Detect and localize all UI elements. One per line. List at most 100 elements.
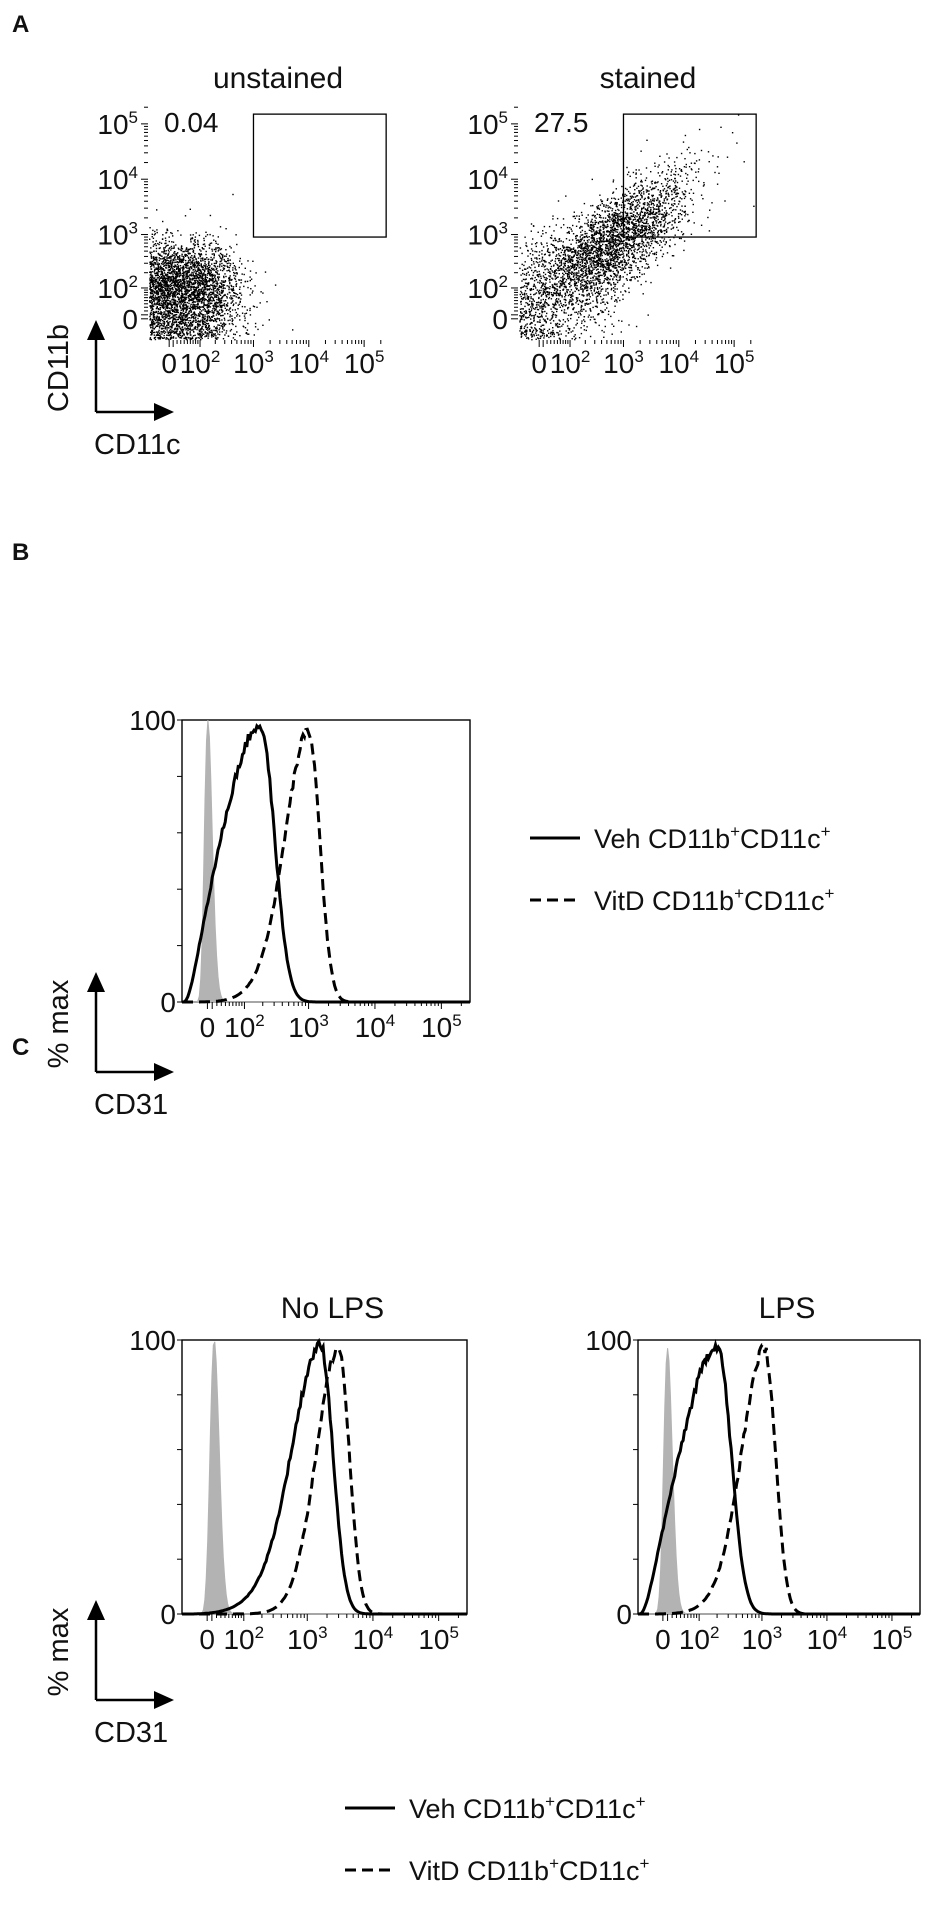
scatter-point — [593, 230, 595, 232]
scatter-point — [203, 291, 205, 293]
scatter-point — [566, 270, 568, 272]
scatter-point — [220, 287, 223, 289]
scatter-point — [670, 228, 672, 230]
scatter-point — [608, 238, 611, 241]
scatter-point — [239, 257, 241, 260]
scatter-point — [215, 242, 217, 244]
scatter-point — [249, 314, 252, 316]
scatter-point — [554, 260, 556, 262]
scatter-point — [630, 238, 633, 241]
scatter-point — [197, 268, 199, 270]
scatter-point — [170, 332, 172, 334]
y-tick-label: 0 — [122, 304, 138, 335]
scatter-point — [609, 202, 612, 204]
scatter-point — [521, 298, 523, 300]
scatter-point — [186, 263, 188, 265]
scatter-point — [614, 285, 616, 287]
scatter-point — [233, 291, 235, 294]
scatter-point — [155, 304, 157, 306]
scatter-point — [180, 281, 182, 283]
scatter-point — [219, 319, 221, 322]
scatter-point — [149, 262, 152, 264]
scatter-point — [162, 322, 164, 324]
scatter-point — [206, 234, 209, 236]
scatter-point — [160, 311, 162, 313]
scatter-point — [165, 274, 168, 276]
scatter-point — [215, 319, 217, 322]
scatter-point — [649, 217, 651, 219]
scatter-point — [187, 261, 189, 264]
scatter-point — [228, 279, 230, 281]
scatter-point — [213, 284, 216, 286]
scatter-point — [581, 265, 583, 268]
scatter-point — [203, 237, 205, 240]
scatter-point — [183, 277, 185, 279]
scatter-point — [246, 333, 249, 335]
scatter-point — [190, 303, 192, 306]
scatter-point — [201, 292, 204, 294]
scatter-point — [226, 265, 228, 267]
scatter-point — [186, 327, 188, 330]
scatter-point — [157, 334, 160, 336]
scatter-point — [642, 225, 644, 228]
scatter-point — [170, 232, 172, 234]
scatter-point — [630, 201, 633, 204]
scatter-point — [638, 233, 640, 235]
scatter-point — [176, 289, 178, 292]
scatter-point — [206, 274, 208, 276]
x-tick-label: 103 — [233, 347, 274, 379]
scatter-point — [231, 285, 233, 288]
scatter-point — [161, 238, 164, 240]
scatter-point — [187, 312, 189, 315]
scatter-point — [200, 272, 202, 274]
scatter-point — [187, 260, 190, 262]
scatter-point — [659, 229, 661, 231]
scatter-point — [200, 336, 202, 339]
scatter-point — [556, 289, 559, 291]
scatter-point — [210, 269, 212, 272]
scatter-point — [157, 290, 159, 292]
scatter-point — [230, 295, 232, 297]
scatter-point — [222, 326, 224, 328]
scatter-point — [535, 328, 537, 331]
scatter-point — [237, 304, 239, 306]
scatter-point — [239, 300, 241, 303]
scatter-point — [189, 338, 191, 341]
scatter-point — [549, 281, 551, 283]
scatter-point — [583, 325, 585, 327]
scatter-point — [170, 245, 173, 248]
scatter-point — [609, 220, 611, 223]
scatter-point — [652, 188, 654, 190]
scatter-point — [232, 267, 234, 269]
scatter-point — [611, 213, 614, 215]
scatter-point — [187, 250, 189, 252]
scatter-point — [209, 233, 211, 236]
scatter-point — [181, 294, 183, 296]
scatter-point — [150, 331, 152, 333]
scatter-point — [253, 306, 256, 308]
scatter-point — [156, 321, 158, 323]
scatter-point — [184, 324, 186, 327]
scatter-point — [694, 152, 696, 155]
scatter-point — [173, 252, 175, 254]
scatter-point — [184, 311, 187, 314]
scatter-point — [564, 262, 566, 265]
scatter-point — [648, 224, 650, 227]
scatter-point — [155, 259, 157, 261]
scatter-point — [233, 274, 235, 277]
scatter-point — [656, 220, 658, 222]
scatter-point — [150, 307, 152, 309]
scatter-point — [559, 248, 562, 250]
scatter-point — [582, 284, 584, 286]
scatter-point — [229, 311, 231, 313]
scatter-point — [150, 297, 152, 299]
scatter-point — [175, 284, 178, 286]
scatter-point — [195, 260, 198, 262]
scatter-point — [688, 166, 691, 168]
scatter-point — [150, 256, 152, 258]
scatter-point — [164, 326, 167, 329]
scatter-point — [206, 317, 209, 319]
scatter-point — [199, 315, 201, 317]
scatter-point — [571, 266, 573, 268]
scatter-point — [604, 217, 607, 219]
